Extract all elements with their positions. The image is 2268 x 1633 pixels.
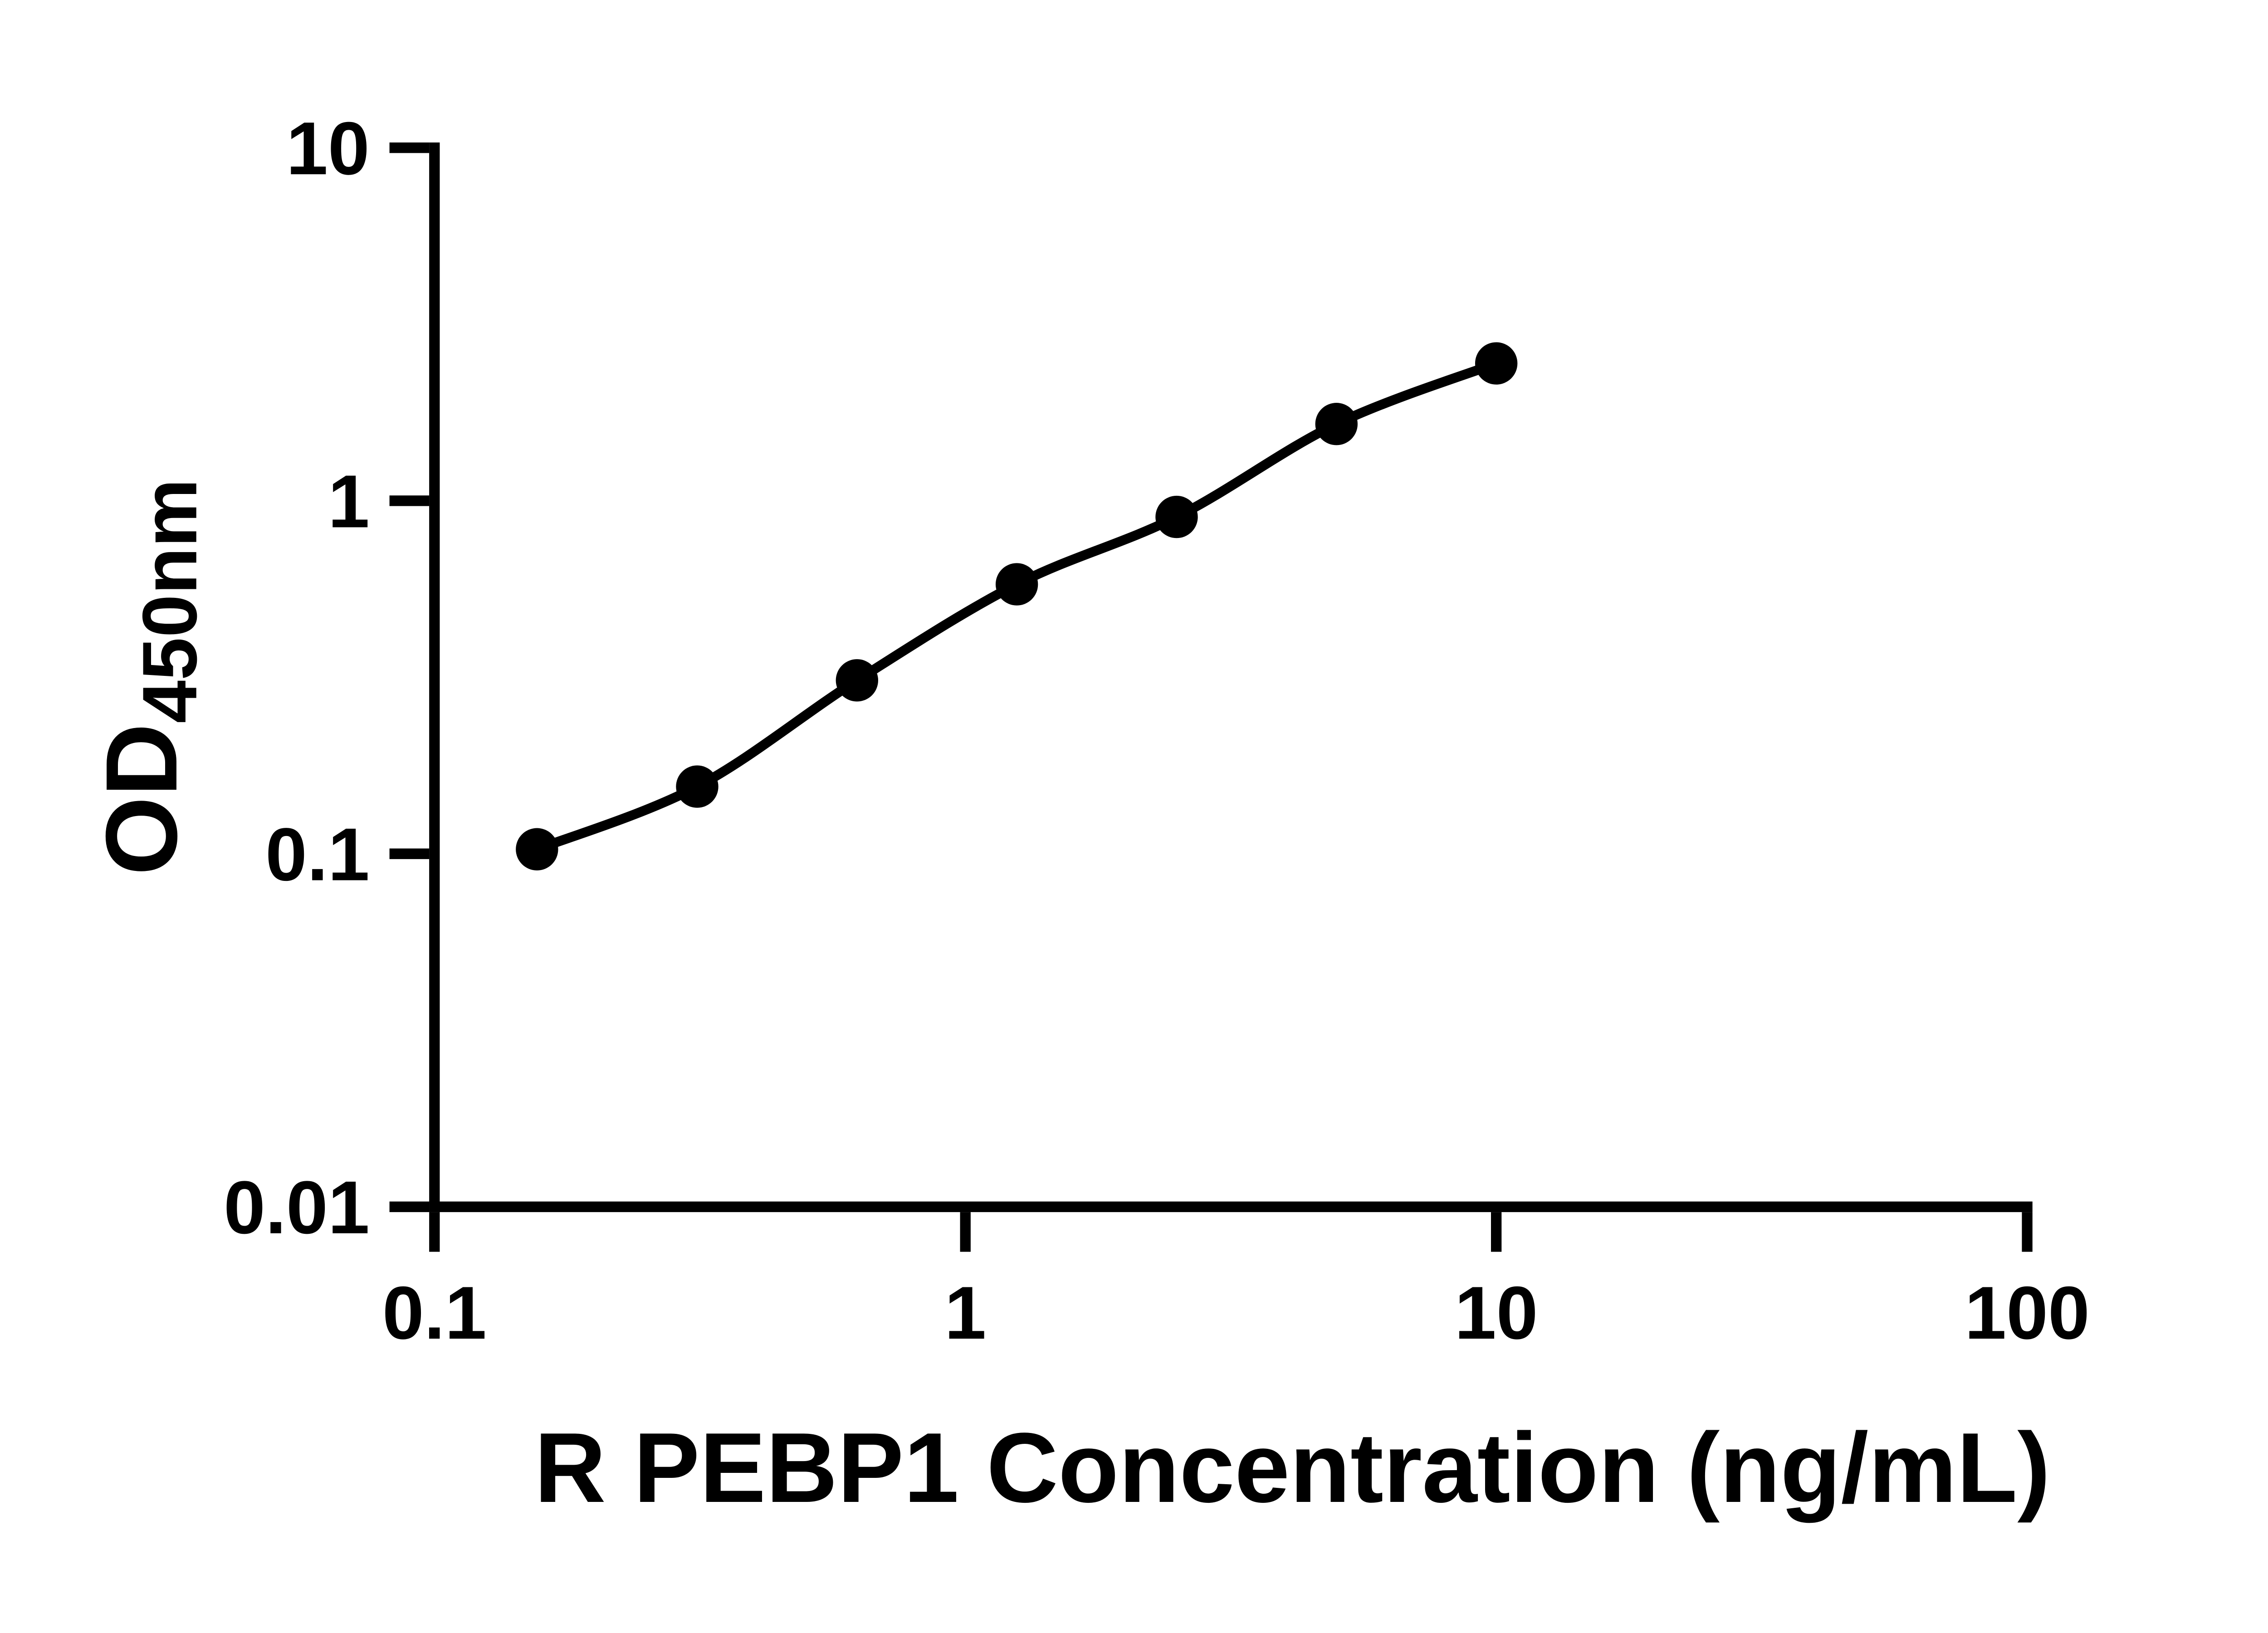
x-tick-label: 1 <box>944 1271 986 1355</box>
y-axis-title: OD450nm <box>85 479 213 875</box>
data-point-marker <box>1155 495 1198 538</box>
x-tick-label: 0.1 <box>382 1271 487 1355</box>
data-point-marker <box>995 563 1038 606</box>
y-tick-label: 1 <box>328 460 370 543</box>
y-axis-title-main: OD <box>85 723 198 875</box>
y-tick-label: 0.1 <box>265 813 370 897</box>
y-tick-label: 10 <box>286 107 370 191</box>
y-axis-title-subscript: 450nm <box>127 479 213 723</box>
data-point-marker <box>836 659 878 702</box>
y-tick-label: 0.01 <box>224 1166 370 1250</box>
elisa-standard-curve-figure: 0.01 0.1 1 10 0.1 1 10 100 R PEBP1 Concentratio… <box>85 107 2090 1523</box>
data-point-marker <box>1315 403 1358 445</box>
data-series <box>516 342 1518 870</box>
data-point-marker <box>676 765 719 808</box>
x-tick-label: 10 <box>1455 1271 1538 1355</box>
x-axis-title: R PEBP1 Concentration (ng/mL) <box>534 1413 2050 1523</box>
axes <box>429 142 2033 1213</box>
data-point-marker <box>1475 342 1518 385</box>
axis-ticks <box>389 142 2033 1252</box>
data-point-marker <box>516 828 558 870</box>
x-tick-label: 100 <box>1965 1271 2090 1355</box>
